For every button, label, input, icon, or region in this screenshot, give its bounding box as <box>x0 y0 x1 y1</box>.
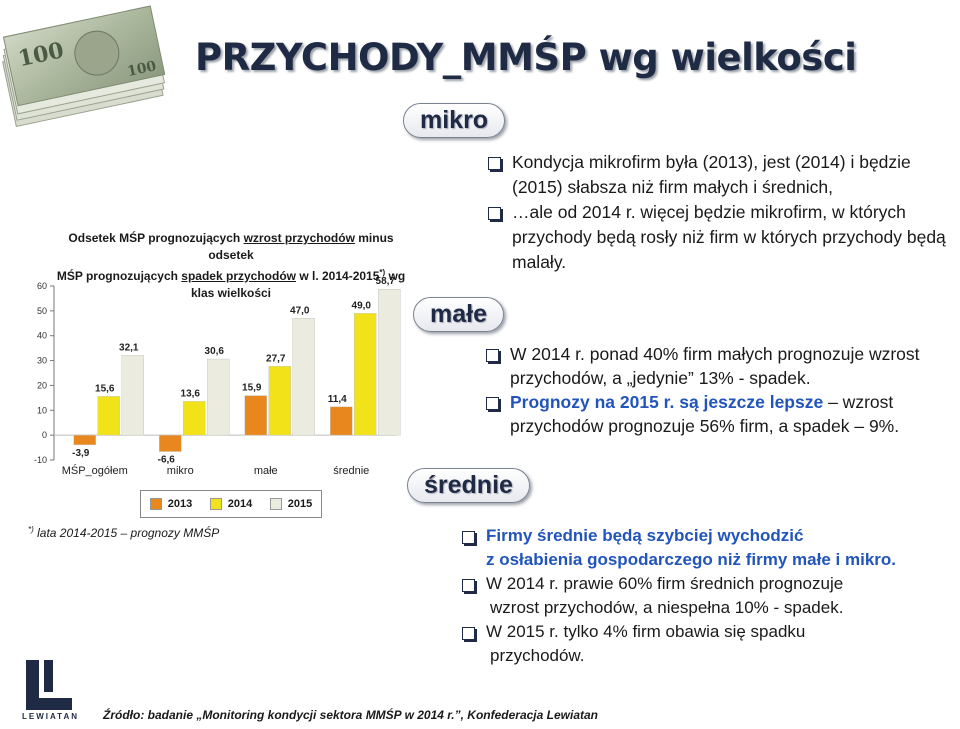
bar <box>244 395 267 436</box>
bar <box>121 355 144 436</box>
bar <box>183 401 206 436</box>
male-bullets: W 2014 r. ponad 40% firm małych prognozu… <box>484 342 954 438</box>
section-label-mikro: mikro <box>403 103 506 138</box>
legend-item: 2013 <box>149 498 193 510</box>
bullet-highlight: Firmy średnie będą szybciej wychodzić <box>486 526 804 545</box>
bullet-item: W 2015 r. tylko 4% firm obawia się spadk… <box>460 620 955 668</box>
bullet-item: W 2014 r. prawie 60% firm średnich progn… <box>460 572 955 620</box>
chart-title-text: wg klas wielkości <box>190 269 406 300</box>
chart-title-text: w l. 2014-2015 <box>296 269 380 283</box>
chart-legend: 2013 2014 2015 <box>140 490 322 518</box>
bar <box>159 434 182 452</box>
bullet-highlight: Prognozy na 2015 r. są jeszcze lepsze <box>510 392 824 412</box>
lewiatan-logo-icon <box>26 660 72 710</box>
banknotes-image: 100 100 <box>2 5 165 128</box>
mikro-bullets: Kondycja mikrofirm była (2013), jest (20… <box>486 150 946 275</box>
bullet-text: – wzrost przychodów prognozuje 56% firm,… <box>510 392 900 436</box>
logo-text: LEWIATAN <box>22 712 80 721</box>
bullet-text: przychodów. <box>490 646 585 665</box>
data-label: 32,1 <box>119 342 139 353</box>
category-label: małe <box>254 465 278 477</box>
bullet-item: …ale od 2014 r. więcej będzie mikrofirm,… <box>486 200 946 275</box>
data-label: 30,6 <box>205 346 225 357</box>
category-label: średnie <box>333 465 369 477</box>
y-tick-label: 30 <box>37 356 47 366</box>
legend-swatch <box>149 498 162 510</box>
bar-chart: Odsetek MŚP prognozujących wzrost przych… <box>26 224 414 524</box>
bar <box>73 434 96 446</box>
chart-title-text: Odsetek MŚP prognozujących <box>68 231 244 245</box>
bar <box>378 288 401 436</box>
data-label: -6,6 <box>158 455 176 466</box>
y-tick-label: 60 <box>37 281 47 291</box>
section-label-male: małe <box>413 297 504 332</box>
footnote: *) lata 2014-2015 – prognozy MMŚP <box>28 525 219 540</box>
bar <box>207 358 230 436</box>
source-note: Źródło: badanie „Monitoring kondycji sek… <box>103 708 598 722</box>
y-tick-label: 50 <box>37 306 47 316</box>
bullet-item: Prognozy na 2015 r. są jeszcze lepsze – … <box>484 390 954 438</box>
bar <box>268 366 291 436</box>
bullet-text: W 2014 r. prawie 60% firm średnich progn… <box>486 574 844 593</box>
data-label: 49,0 <box>352 300 372 311</box>
legend-label: 2014 <box>227 498 253 510</box>
legend-item: 2014 <box>209 498 253 510</box>
data-label: 58,7 <box>376 276 396 287</box>
bullet-item: W 2014 r. ponad 40% firm małych prognozu… <box>484 342 954 390</box>
legend-label: 2015 <box>287 498 313 510</box>
legend-item: 2015 <box>269 498 313 510</box>
section-label-srednie: średnie <box>407 468 530 503</box>
data-label: 27,7 <box>266 353 286 364</box>
bullet-text: wzrost przychodów, a niespełna 10% - spa… <box>490 598 844 617</box>
bar <box>354 313 377 436</box>
chart-title-sup: *) <box>379 268 386 277</box>
category-label: mikro <box>167 465 194 477</box>
chart-title: Odsetek MŚP prognozujących wzrost przych… <box>56 230 406 302</box>
data-label: 13,6 <box>181 388 201 399</box>
chart-title-underlined: wzrost przychodów <box>243 231 355 245</box>
data-label: 15,9 <box>242 383 262 394</box>
svg-text:100: 100 <box>126 58 158 80</box>
chart-plot: -10 0 10 20 30 40 50 60 -3,9 15,6 32,1 MŚP_ogółem -6… <box>34 276 401 477</box>
bar <box>330 406 353 436</box>
chart-title-underlined: spadek przychodów <box>181 269 296 283</box>
y-tick-label: 10 <box>37 405 47 415</box>
footnote-text: lata 2014-2015 – prognozy MMŚP <box>33 526 220 540</box>
data-label: 11,4 <box>328 394 347 405</box>
y-tick-label: 40 <box>37 331 47 341</box>
category-label: MŚP_ogółem <box>62 464 128 477</box>
page-title: PRZYCHODY_MMŚP wg wielkości <box>195 36 857 79</box>
chart-title-text: minus odsetek <box>208 231 394 262</box>
bullet-item: Firmy średnie będą szybciej wychodzić z o… <box>460 524 955 572</box>
data-label: -3,9 <box>72 448 90 459</box>
y-tick-label: 20 <box>37 380 47 390</box>
bar <box>292 318 315 436</box>
y-tick-label: 0 <box>42 430 47 440</box>
srednie-bullets: Firmy średnie będą szybciej wychodzić z o… <box>460 524 955 668</box>
bullet-item: Kondycja mikrofirm była (2013), jest (20… <box>486 150 946 200</box>
legend-swatch <box>269 498 282 510</box>
data-label: 15,6 <box>95 383 115 394</box>
chart-title-text: MŚP prognozujących <box>56 269 182 283</box>
legend-label: 2013 <box>167 498 193 510</box>
y-tick-label: -10 <box>34 455 47 465</box>
bullet-highlight: z osłabienia gospodarczego niż firmy mał… <box>486 550 896 569</box>
bar <box>97 396 120 436</box>
bullet-text: W 2015 r. tylko 4% firm obawia się spadk… <box>486 622 806 641</box>
legend-swatch <box>209 498 222 510</box>
footnote-sup: *) <box>28 525 34 534</box>
data-label: 47,0 <box>290 305 310 316</box>
